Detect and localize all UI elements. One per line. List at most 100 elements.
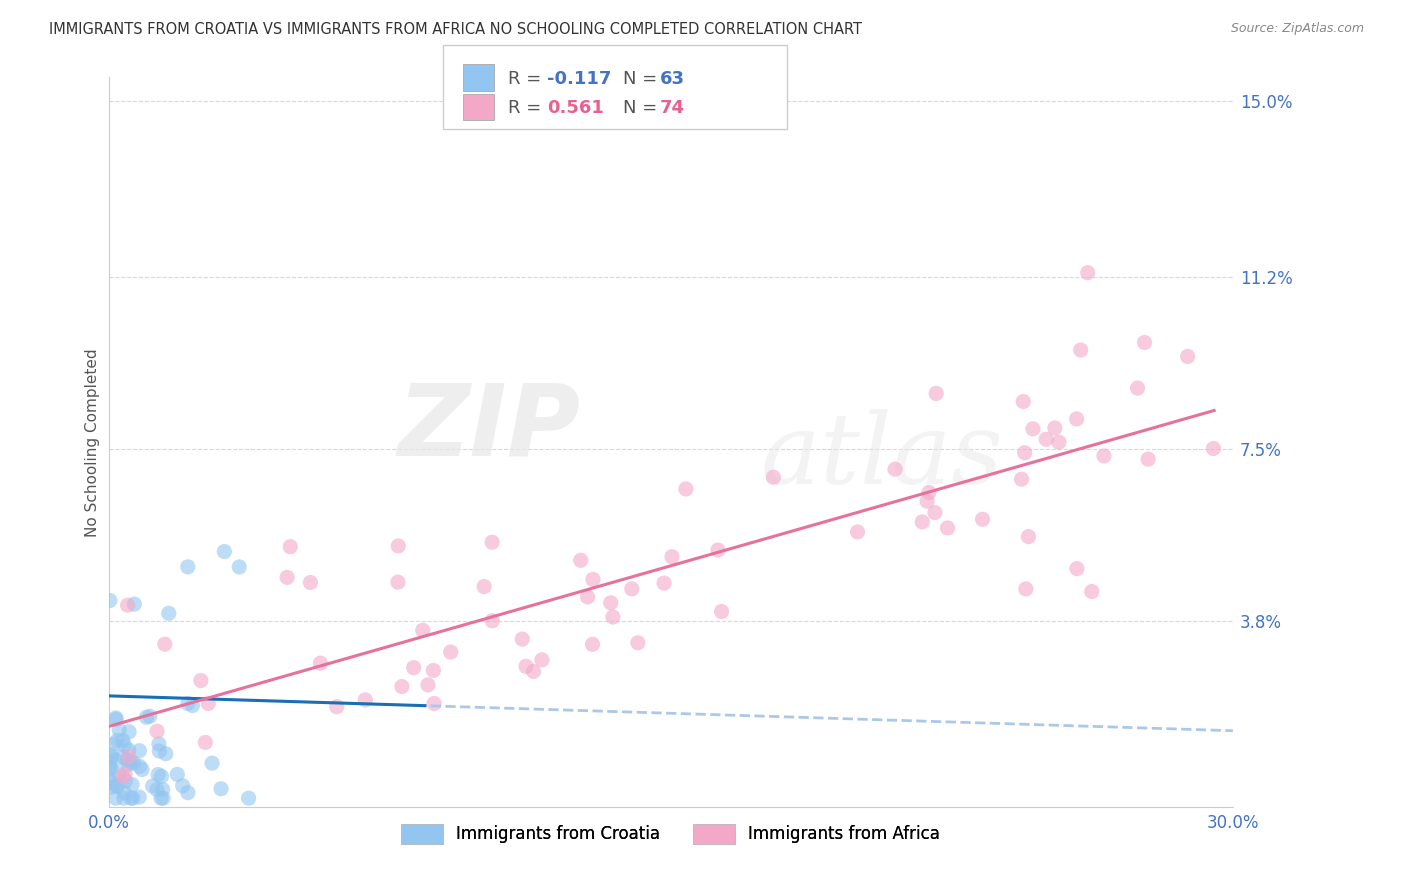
Point: [108, 723, 131, 737]
Point: [675, 482, 697, 496]
Text: R =: R =: [508, 99, 547, 118]
Point: [354, 693, 377, 707]
Point: [105, 780, 128, 794]
Point: [104, 711, 127, 725]
Point: [472, 580, 495, 594]
Point: [276, 570, 298, 584]
Point: [100, 747, 122, 762]
Point: [569, 553, 592, 567]
Point: [172, 779, 194, 793]
Point: [423, 697, 446, 711]
Point: [1011, 472, 1033, 486]
Point: [146, 724, 169, 739]
Point: [627, 636, 650, 650]
Point: [710, 605, 733, 619]
Point: [111, 749, 134, 764]
Point: [112, 770, 135, 784]
Point: [197, 697, 219, 711]
Point: [238, 791, 260, 805]
Point: [620, 582, 643, 596]
Text: R =: R =: [508, 70, 547, 88]
Text: 63: 63: [659, 70, 685, 88]
Text: Source: ZipAtlas.com: Source: ZipAtlas.com: [1230, 22, 1364, 36]
Point: [576, 590, 599, 604]
Point: [416, 678, 439, 692]
Text: -0.117: -0.117: [547, 70, 612, 88]
Point: [111, 733, 134, 747]
Point: [412, 624, 434, 638]
Point: [150, 769, 173, 783]
Point: [118, 750, 141, 764]
Legend: Immigrants from Croatia, Immigrants from Africa: Immigrants from Croatia, Immigrants from…: [395, 818, 948, 850]
Point: [1017, 530, 1039, 544]
Point: [924, 506, 946, 520]
Point: [972, 512, 994, 526]
Point: [481, 535, 503, 549]
Point: [121, 791, 143, 805]
Point: [581, 637, 603, 651]
Point: [153, 637, 176, 651]
Point: [166, 767, 188, 781]
Point: [122, 756, 145, 770]
Point: [707, 543, 730, 558]
Point: [326, 699, 349, 714]
Point: [155, 747, 177, 761]
Point: [107, 779, 129, 793]
Point: [114, 739, 136, 753]
Point: [148, 744, 170, 758]
Point: [915, 494, 938, 508]
Point: [214, 544, 236, 558]
Point: [139, 709, 162, 723]
Point: [299, 575, 322, 590]
Point: [177, 786, 200, 800]
Point: [194, 735, 217, 749]
Point: [190, 673, 212, 688]
Point: [510, 632, 533, 646]
Point: [114, 786, 136, 800]
Point: [911, 515, 934, 529]
Point: [884, 462, 907, 476]
Point: [402, 661, 425, 675]
Point: [1202, 442, 1225, 456]
Point: [181, 698, 204, 713]
Point: [128, 744, 150, 758]
Point: [135, 710, 157, 724]
Point: [97, 762, 120, 776]
Point: [1012, 394, 1035, 409]
Point: [209, 781, 232, 796]
Point: [98, 593, 121, 607]
Point: [391, 680, 413, 694]
Point: [201, 756, 224, 771]
Point: [1022, 422, 1045, 436]
Text: atlas: atlas: [761, 409, 1004, 505]
Point: [1047, 435, 1070, 450]
Point: [925, 386, 948, 401]
Point: [1133, 335, 1156, 350]
Point: [120, 791, 142, 805]
Point: [124, 597, 146, 611]
Point: [149, 791, 172, 805]
Point: [121, 778, 143, 792]
Point: [602, 610, 624, 624]
Text: IMMIGRANTS FROM CROATIA VS IMMIGRANTS FROM AFRICA NO SCHOOLING COMPLETED CORRELA: IMMIGRANTS FROM CROATIA VS IMMIGRANTS FR…: [49, 22, 862, 37]
Point: [148, 737, 170, 751]
Point: [146, 782, 169, 797]
Point: [108, 767, 131, 781]
Point: [599, 596, 621, 610]
Point: [152, 791, 174, 805]
Point: [918, 485, 941, 500]
Point: [515, 659, 537, 673]
Point: [1043, 421, 1066, 435]
Point: [152, 782, 174, 797]
Point: [1081, 584, 1104, 599]
Text: N =: N =: [623, 70, 662, 88]
Point: [1070, 343, 1092, 357]
Point: [762, 470, 785, 484]
Point: [278, 540, 301, 554]
Point: [100, 780, 122, 794]
Point: [422, 664, 444, 678]
Point: [105, 733, 128, 747]
Point: [661, 549, 683, 564]
Point: [157, 607, 180, 621]
Point: [103, 737, 125, 751]
